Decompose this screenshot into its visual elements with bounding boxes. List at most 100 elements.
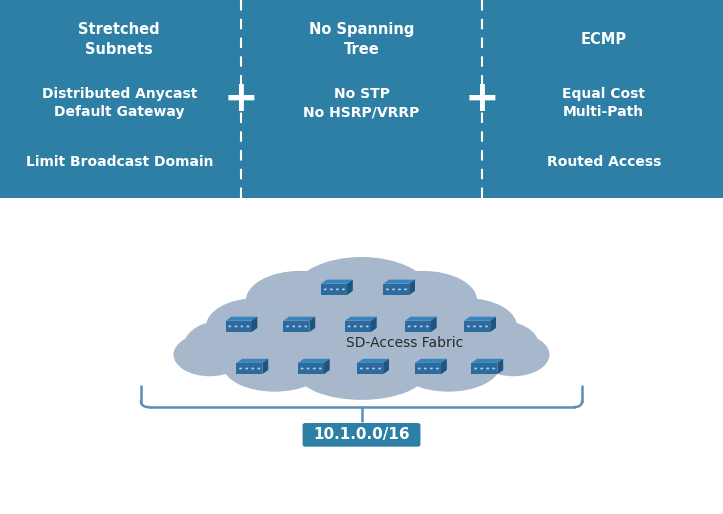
Ellipse shape <box>404 288 407 290</box>
Ellipse shape <box>246 271 354 331</box>
FancyBboxPatch shape <box>0 198 723 514</box>
Ellipse shape <box>296 343 427 400</box>
Ellipse shape <box>366 325 369 327</box>
Ellipse shape <box>396 338 500 392</box>
Polygon shape <box>383 359 389 374</box>
FancyBboxPatch shape <box>236 363 262 374</box>
Ellipse shape <box>366 368 369 370</box>
Ellipse shape <box>293 257 430 329</box>
Ellipse shape <box>386 288 389 290</box>
Ellipse shape <box>430 368 433 370</box>
Text: +: + <box>465 78 500 120</box>
Ellipse shape <box>480 368 483 370</box>
Ellipse shape <box>452 320 539 369</box>
Ellipse shape <box>184 320 271 369</box>
Text: Limit Broadcast Domain: Limit Broadcast Domain <box>25 155 213 169</box>
Ellipse shape <box>492 368 495 370</box>
Ellipse shape <box>292 325 295 327</box>
Polygon shape <box>252 317 257 332</box>
FancyBboxPatch shape <box>383 284 409 295</box>
Polygon shape <box>226 317 257 321</box>
Polygon shape <box>490 317 496 332</box>
Ellipse shape <box>485 325 488 327</box>
Polygon shape <box>262 359 268 374</box>
Polygon shape <box>309 317 315 332</box>
Polygon shape <box>345 317 377 321</box>
Text: Equal Cost
Multi-Path: Equal Cost Multi-Path <box>562 87 645 119</box>
Polygon shape <box>464 317 496 321</box>
Ellipse shape <box>378 368 381 370</box>
Polygon shape <box>347 280 353 295</box>
Ellipse shape <box>239 368 242 370</box>
Ellipse shape <box>301 368 304 370</box>
Ellipse shape <box>354 325 356 327</box>
Ellipse shape <box>319 368 322 370</box>
Ellipse shape <box>473 325 476 327</box>
Ellipse shape <box>223 338 327 392</box>
Polygon shape <box>415 359 447 363</box>
FancyBboxPatch shape <box>298 363 324 374</box>
Polygon shape <box>441 359 447 374</box>
FancyBboxPatch shape <box>464 321 490 332</box>
Text: ECMP: ECMP <box>581 32 627 47</box>
Polygon shape <box>357 359 389 363</box>
Ellipse shape <box>416 298 517 355</box>
Ellipse shape <box>299 325 301 327</box>
Polygon shape <box>383 280 415 284</box>
Ellipse shape <box>246 283 477 380</box>
Text: No Spanning
Tree: No Spanning Tree <box>309 22 414 57</box>
Ellipse shape <box>360 368 363 370</box>
Ellipse shape <box>477 333 549 376</box>
Ellipse shape <box>174 333 246 376</box>
Ellipse shape <box>336 288 339 290</box>
Ellipse shape <box>241 325 244 327</box>
FancyBboxPatch shape <box>226 321 252 332</box>
Polygon shape <box>324 359 330 374</box>
Polygon shape <box>283 317 315 321</box>
Ellipse shape <box>307 368 309 370</box>
Polygon shape <box>497 359 503 374</box>
FancyBboxPatch shape <box>357 363 383 374</box>
Text: +: + <box>223 78 258 120</box>
Text: Stretched
Subnets: Stretched Subnets <box>79 22 160 57</box>
Ellipse shape <box>479 325 482 327</box>
Ellipse shape <box>392 288 395 290</box>
Ellipse shape <box>286 325 289 327</box>
Ellipse shape <box>426 325 429 327</box>
Ellipse shape <box>228 325 231 327</box>
Ellipse shape <box>245 368 248 370</box>
Text: No STP
No HSRP/VRRP: No STP No HSRP/VRRP <box>304 87 419 119</box>
FancyBboxPatch shape <box>0 0 723 198</box>
Polygon shape <box>321 280 353 284</box>
Ellipse shape <box>324 288 327 290</box>
FancyBboxPatch shape <box>415 363 441 374</box>
Ellipse shape <box>257 368 260 370</box>
Ellipse shape <box>348 325 351 327</box>
Ellipse shape <box>360 325 363 327</box>
Ellipse shape <box>436 368 439 370</box>
Ellipse shape <box>304 325 307 327</box>
Ellipse shape <box>474 368 477 370</box>
Text: 10.1.0.0/16: 10.1.0.0/16 <box>313 427 410 443</box>
Ellipse shape <box>313 368 316 370</box>
Ellipse shape <box>252 368 254 370</box>
Text: SD-Access Fabric: SD-Access Fabric <box>346 336 463 350</box>
Ellipse shape <box>408 325 411 327</box>
Ellipse shape <box>247 325 249 327</box>
Ellipse shape <box>418 368 421 370</box>
FancyBboxPatch shape <box>302 423 421 447</box>
Ellipse shape <box>330 288 333 290</box>
Polygon shape <box>405 317 437 321</box>
Ellipse shape <box>369 271 477 331</box>
Polygon shape <box>431 317 437 332</box>
Ellipse shape <box>342 288 345 290</box>
FancyBboxPatch shape <box>321 284 347 295</box>
FancyBboxPatch shape <box>405 321 431 332</box>
Polygon shape <box>471 359 503 363</box>
Polygon shape <box>371 317 377 332</box>
FancyBboxPatch shape <box>471 363 497 374</box>
Text: Distributed Anycast
Default Gateway: Distributed Anycast Default Gateway <box>42 87 197 119</box>
Ellipse shape <box>414 325 416 327</box>
FancyBboxPatch shape <box>345 321 371 332</box>
FancyBboxPatch shape <box>283 321 309 332</box>
